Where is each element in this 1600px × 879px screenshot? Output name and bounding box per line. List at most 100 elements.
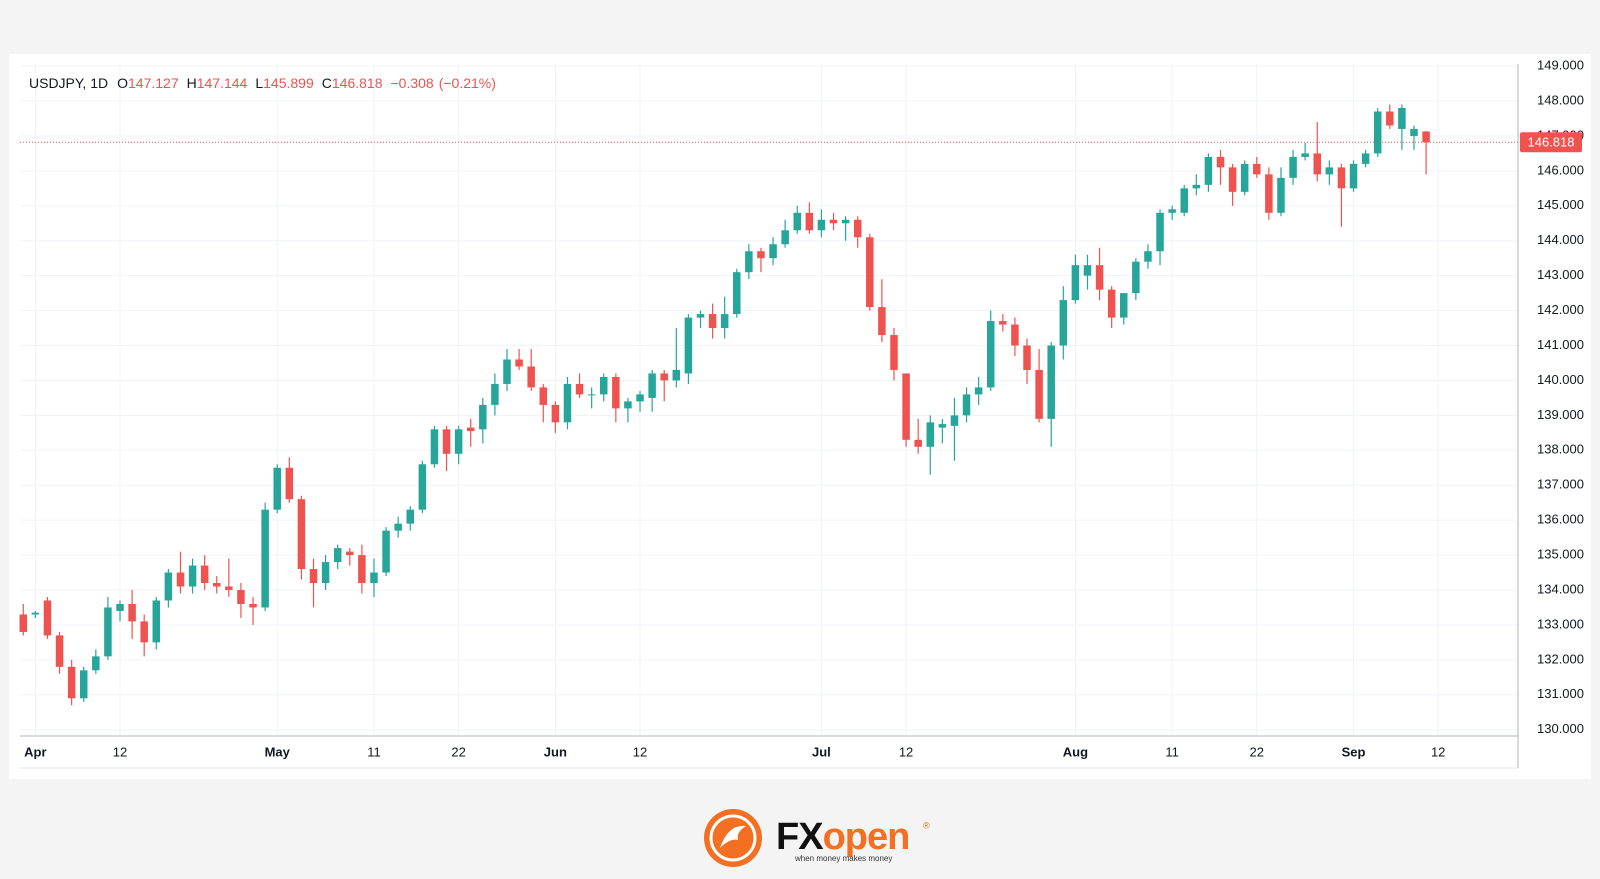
candle-body bbox=[479, 404, 487, 430]
candle-body bbox=[563, 383, 572, 423]
y-tick-label: 141.000 bbox=[1537, 337, 1584, 352]
x-tick-label: 12 bbox=[113, 744, 127, 759]
x-tick-label: Jul bbox=[812, 744, 831, 759]
candle-body bbox=[878, 307, 886, 336]
candle-body bbox=[587, 394, 596, 396]
candle-body bbox=[213, 583, 221, 587]
candle-body bbox=[539, 387, 548, 405]
candle-body bbox=[527, 366, 535, 388]
candle-body bbox=[817, 219, 826, 231]
candle-body bbox=[1120, 293, 1128, 318]
y-tick-label: 131.000 bbox=[1537, 686, 1584, 701]
candle-body bbox=[1277, 177, 1285, 213]
candle-body bbox=[1216, 156, 1225, 168]
candle-body bbox=[466, 427, 475, 432]
candle-body bbox=[152, 600, 161, 643]
candle-body bbox=[346, 551, 354, 556]
change: −0.308 bbox=[390, 75, 433, 91]
x-tick-label: 11 bbox=[367, 744, 381, 759]
candle-body bbox=[1071, 265, 1080, 301]
candle-body bbox=[55, 635, 64, 667]
y-tick-label: 143.000 bbox=[1537, 267, 1584, 282]
candle-body bbox=[599, 376, 608, 395]
candle-body bbox=[829, 219, 838, 224]
candle-body bbox=[1337, 167, 1346, 189]
candle-body bbox=[974, 387, 983, 395]
last-price-label: 146.818 bbox=[1528, 135, 1575, 150]
candle-body bbox=[1023, 345, 1031, 370]
candle-body bbox=[382, 530, 390, 573]
candle-body bbox=[1325, 167, 1334, 175]
candle-body bbox=[708, 314, 717, 329]
candle-body bbox=[720, 314, 729, 329]
candle-body bbox=[1398, 108, 1406, 129]
x-tick-label: 22 bbox=[1250, 744, 1264, 759]
candle-body bbox=[938, 424, 947, 428]
candle-body bbox=[1132, 261, 1140, 294]
candle-body bbox=[914, 439, 922, 447]
candle-body bbox=[866, 237, 874, 308]
last-price-tag bbox=[1520, 132, 1582, 153]
candle-body bbox=[418, 464, 427, 510]
ohlc-header: USDJPY, 1D O147.127 H147.144 L145.899 C146.8… bbox=[29, 75, 496, 91]
candle-body bbox=[1059, 300, 1068, 346]
y-tick-label: 144.000 bbox=[1537, 232, 1584, 247]
y-tick-label: 136.000 bbox=[1537, 512, 1584, 527]
y-tick-label: 133.000 bbox=[1537, 616, 1584, 631]
y-tick-label: 134.000 bbox=[1537, 581, 1584, 596]
x-tick-label: Sep bbox=[1342, 744, 1366, 759]
ohlc-label: H bbox=[187, 75, 197, 91]
candle-body bbox=[769, 244, 777, 259]
y-tick-label: 137.000 bbox=[1537, 477, 1584, 492]
candle-body bbox=[1386, 111, 1394, 126]
ohlc-value: 147.127 bbox=[128, 75, 179, 91]
x-tick-label: 12 bbox=[1431, 744, 1445, 759]
ohlc-label: C bbox=[322, 75, 332, 91]
candle-body bbox=[757, 251, 765, 259]
candle-body bbox=[575, 383, 584, 395]
y-tick-label: 139.000 bbox=[1537, 407, 1584, 422]
x-tick-label: 12 bbox=[899, 744, 913, 759]
candle-body bbox=[781, 230, 789, 245]
candle-body bbox=[962, 394, 971, 416]
candle-body bbox=[176, 572, 185, 587]
candle-body bbox=[745, 251, 753, 273]
candle-body bbox=[890, 335, 898, 370]
ohlc-value: 146.818 bbox=[332, 75, 383, 91]
candle-body bbox=[104, 607, 112, 657]
candle-body bbox=[1410, 128, 1418, 136]
x-tick-label: May bbox=[265, 744, 291, 759]
candle-body bbox=[1083, 265, 1092, 276]
candle-body bbox=[1228, 167, 1237, 192]
logo-icon-ring bbox=[709, 814, 757, 862]
logo-text: FXopen bbox=[776, 816, 909, 858]
candle-body bbox=[406, 509, 415, 524]
candle-body bbox=[116, 603, 124, 611]
candle-body bbox=[684, 317, 693, 374]
candle-body bbox=[733, 272, 741, 315]
candle-body bbox=[200, 565, 209, 584]
candle-body bbox=[950, 415, 959, 426]
candle-body bbox=[624, 401, 632, 409]
chart-panel bbox=[9, 54, 1591, 779]
logo-brand-b: open bbox=[823, 816, 910, 858]
candle-body bbox=[273, 467, 281, 510]
candle-body bbox=[358, 555, 366, 584]
candle-body bbox=[1180, 188, 1188, 213]
candle-body bbox=[67, 666, 76, 699]
candle-body bbox=[1265, 174, 1273, 213]
ohlc-value: 145.899 bbox=[263, 75, 314, 91]
candle-body bbox=[551, 404, 560, 423]
candle-body bbox=[1107, 289, 1116, 318]
candle-body bbox=[1240, 163, 1249, 192]
candle-body bbox=[1373, 111, 1382, 154]
candle-body bbox=[333, 548, 342, 563]
y-tick-label: 135.000 bbox=[1537, 547, 1584, 562]
candle-body bbox=[986, 321, 995, 388]
candle-body bbox=[285, 467, 294, 500]
candle-body bbox=[853, 219, 862, 238]
y-tick-label: 138.000 bbox=[1537, 442, 1584, 457]
candle-body bbox=[140, 621, 148, 643]
